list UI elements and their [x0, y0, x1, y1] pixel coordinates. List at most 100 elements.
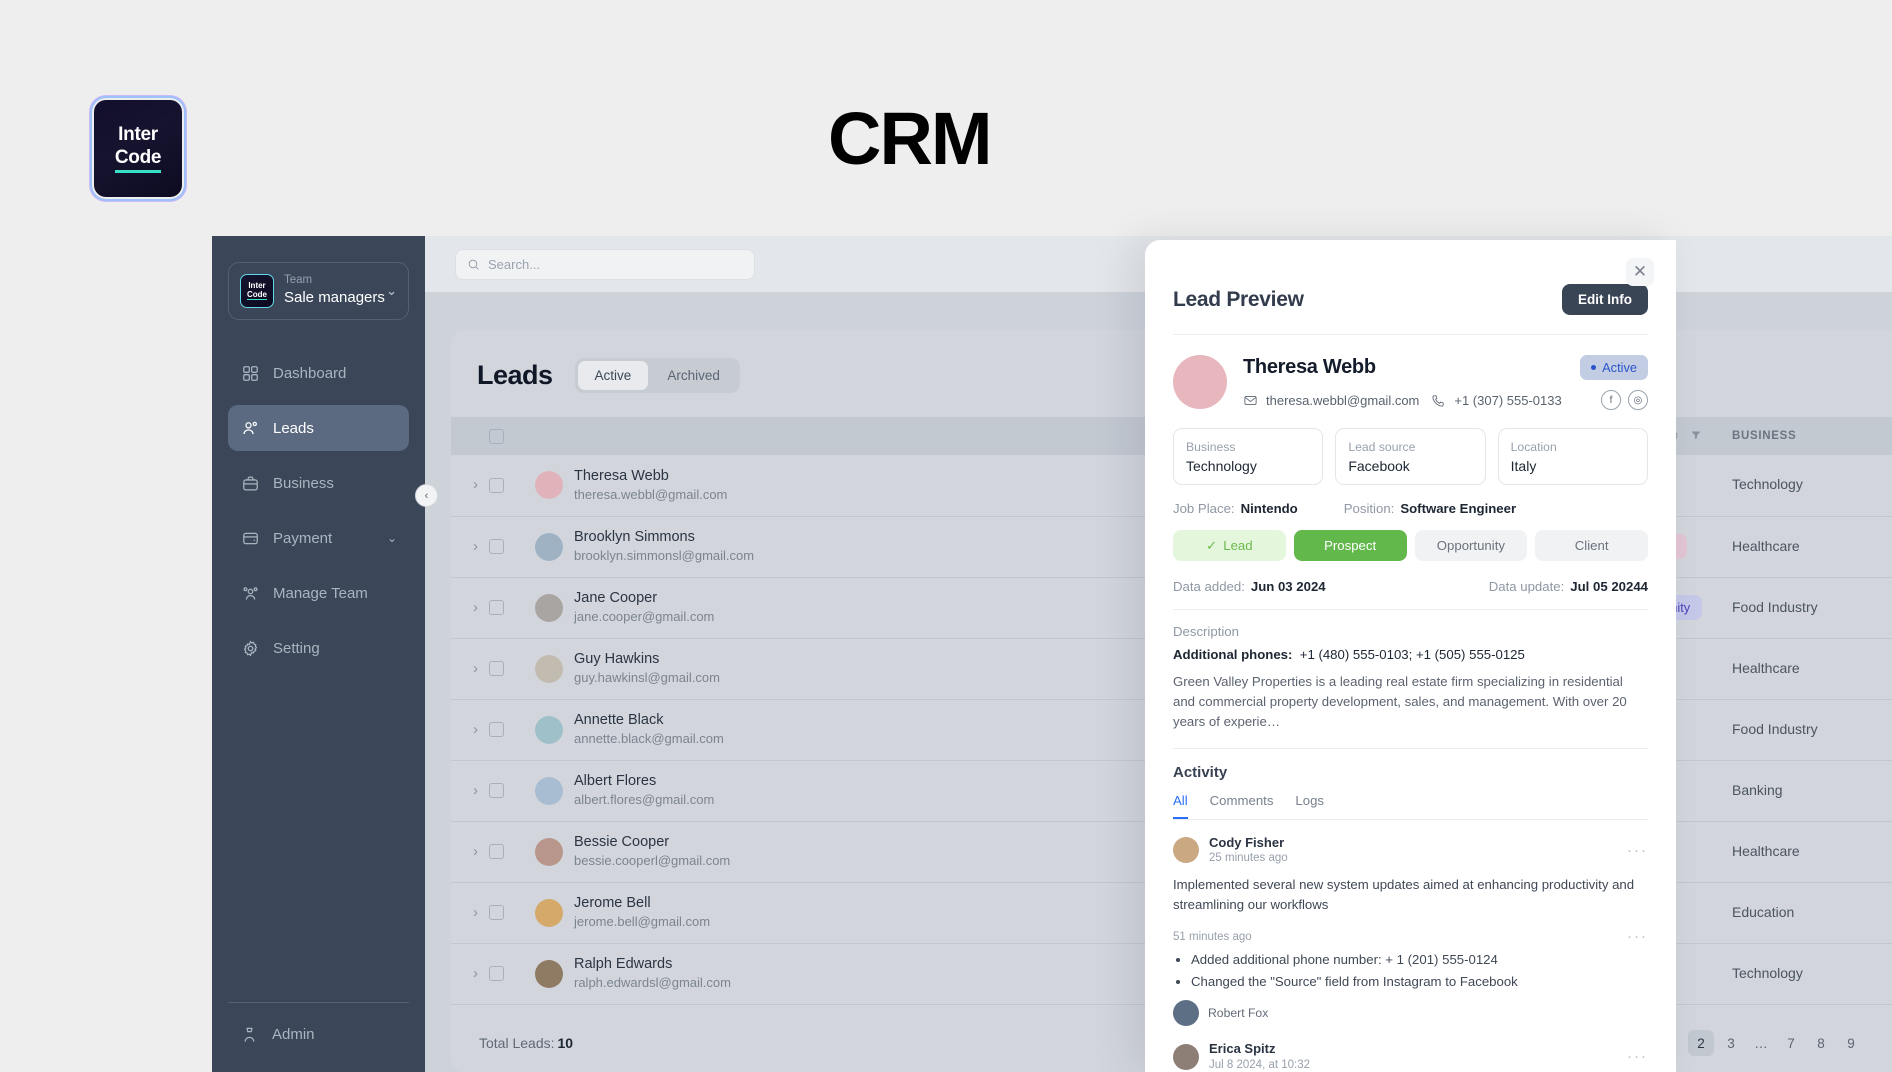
row-name: Albert Flores [574, 773, 657, 790]
social-links: f ◎ [1601, 390, 1648, 410]
mail-icon [1244, 395, 1257, 405]
chevron-down-icon[interactable]: ⌄ [386, 531, 397, 545]
row-email: brooklyn.simmonsl@gmail.com [574, 548, 755, 564]
field-lead-source[interactable]: Lead source Facebook [1335, 428, 1486, 486]
page-button-2[interactable]: 2 [1688, 1030, 1714, 1056]
row-expand-cell: › [451, 638, 489, 700]
edit-info-button[interactable]: Edit Info [1562, 284, 1648, 315]
post-menu-icon[interactable]: ··· [1627, 841, 1648, 859]
row-select-cell [489, 638, 529, 700]
chevron-right-icon[interactable]: › [473, 476, 478, 494]
facebook-icon[interactable]: f [1601, 390, 1621, 410]
row-checkbox[interactable] [489, 539, 504, 554]
row-business-cell: Banking [1732, 760, 1892, 822]
sidebar-item-manage-team[interactable]: Manage Team [228, 570, 409, 616]
stage-client[interactable]: Client [1535, 530, 1648, 562]
sidebar-footer-label: Admin [272, 1026, 315, 1043]
row-email: theresa.webbl@gmail.com [574, 487, 728, 503]
row-business-cell: Education [1732, 882, 1892, 944]
page-button-3[interactable]: 3 [1727, 1035, 1735, 1051]
chevron-right-icon[interactable]: › [473, 964, 478, 982]
stage-opportunity[interactable]: Opportunity [1414, 530, 1528, 562]
page-button-8[interactable]: 8 [1817, 1035, 1825, 1051]
team-logo-line-1: Inter [248, 280, 266, 290]
phone-icon [1432, 394, 1445, 407]
lead-fields: Business Technology Lead source Facebook… [1145, 410, 1676, 486]
sidebar-item-setting[interactable]: Setting [228, 625, 409, 671]
select-all-checkbox[interactable] [489, 428, 504, 444]
row-checkbox[interactable] [489, 661, 504, 676]
sidebar-item-payment[interactable]: Payment ⌄ [228, 515, 409, 561]
job-line: Job Place: Nintendo Position: Software Eng… [1145, 485, 1676, 516]
stage-lead[interactable]: ✓ Lead [1173, 530, 1286, 562]
row-checkbox[interactable] [489, 600, 504, 615]
field-value: Facebook [1348, 458, 1410, 475]
search-placeholder: Search... [488, 256, 541, 272]
lead-phone[interactable]: +1 (307) 555-0133 [1431, 393, 1562, 408]
stage-prospect[interactable]: Prospect [1293, 530, 1407, 562]
tab-all[interactable]: All [1173, 793, 1188, 819]
post-body: Implemented several new system updates a… [1173, 876, 1635, 912]
lead-email[interactable]: theresa.webbl@gmail.com [1243, 393, 1419, 408]
avatar [1173, 1043, 1199, 1070]
avatar [535, 776, 563, 805]
sidebar-collapse-button[interactable]: ‹ [415, 484, 438, 507]
chevron-down-icon[interactable]: ⌄ [386, 283, 397, 298]
date-added-label: Data added: [1173, 579, 1245, 595]
sidebar-item-leads[interactable]: Leads [228, 405, 409, 451]
filter-icon[interactable] [1690, 429, 1702, 444]
avatar [535, 654, 563, 683]
tab-active[interactable]: Active [577, 361, 649, 390]
row-checkbox[interactable] [489, 477, 504, 493]
tab-archived[interactable]: Archived [667, 368, 720, 383]
sidebar-item-admin[interactable]: Admin [228, 1025, 409, 1044]
search-input[interactable]: Search... [455, 248, 755, 280]
row-checkbox[interactable] [489, 966, 504, 981]
page-button-9[interactable]: 9 [1847, 1035, 1855, 1051]
row-name: Bessie Cooper [574, 834, 670, 851]
stage-label: Lead [1223, 538, 1253, 554]
drawer-header: Lead Preview Edit Info [1145, 240, 1676, 315]
business-value: Healthcare [1732, 842, 1800, 859]
chevron-right-icon[interactable]: › [473, 659, 478, 677]
post-menu-icon[interactable]: ··· [1627, 928, 1648, 946]
chevron-right-icon[interactable]: › [473, 903, 478, 921]
avatar [1173, 837, 1199, 864]
post-time: 51 minutes ago [1173, 930, 1252, 943]
post-menu-icon[interactable]: ··· [1627, 1048, 1648, 1066]
sidebar-item-business[interactable]: Business [228, 460, 409, 506]
close-icon[interactable]: ✕ [1626, 258, 1654, 286]
description-section: Description Additional phones: +1 (480) … [1145, 610, 1676, 731]
field-business[interactable]: Business Technology [1173, 428, 1324, 486]
lead-preview-drawer: ✕ Lead Preview Edit Info Theresa Webb Ac… [1145, 240, 1676, 1072]
tab-comments[interactable]: Comments [1209, 792, 1274, 808]
chevron-right-icon[interactable]: › [473, 842, 478, 860]
leads-panel-header: Leads Active Archived [451, 330, 1892, 417]
chevron-right-icon[interactable]: › [473, 720, 478, 738]
chevron-right-icon[interactable]: › [473, 598, 478, 616]
tab-logs[interactable]: Logs [1295, 792, 1325, 808]
page-button-7[interactable]: 7 [1787, 1035, 1795, 1051]
lead-dates: Data added: Jun 03 2024 Data update: Jul 0… [1145, 561, 1676, 594]
team-logo-icon: Inter Code [240, 274, 274, 308]
instagram-icon[interactable]: ◎ [1628, 390, 1648, 410]
sidebar-item-dashboard[interactable]: Dashboard [228, 350, 409, 396]
date-update-label: Data update: [1488, 579, 1565, 595]
team-switcher[interactable]: Inter Code Team Sale managers ⌄ [228, 262, 409, 320]
leads-filter-tabs: Active Archived [574, 358, 740, 393]
chevron-right-icon[interactable]: › [473, 781, 478, 799]
row-checkbox[interactable] [489, 905, 504, 920]
chevron-right-icon[interactable]: › [473, 537, 478, 555]
row-checkbox[interactable] [489, 844, 504, 859]
row-checkbox[interactable] [489, 722, 504, 737]
job-position-label: Position: [1343, 501, 1395, 517]
sidebar-footer: Admin [212, 1002, 425, 1072]
lead-email-value: theresa.webbl@gmail.com [1266, 392, 1420, 408]
avatar [535, 593, 563, 622]
business-value: Healthcare [1732, 659, 1800, 676]
job-place: Job Place: Nintendo [1173, 501, 1298, 516]
page-title: CRM [828, 97, 993, 180]
intercode-logo: Inter Code [92, 98, 184, 199]
field-location[interactable]: Location Italy [1497, 428, 1648, 486]
row-checkbox[interactable] [489, 783, 504, 798]
